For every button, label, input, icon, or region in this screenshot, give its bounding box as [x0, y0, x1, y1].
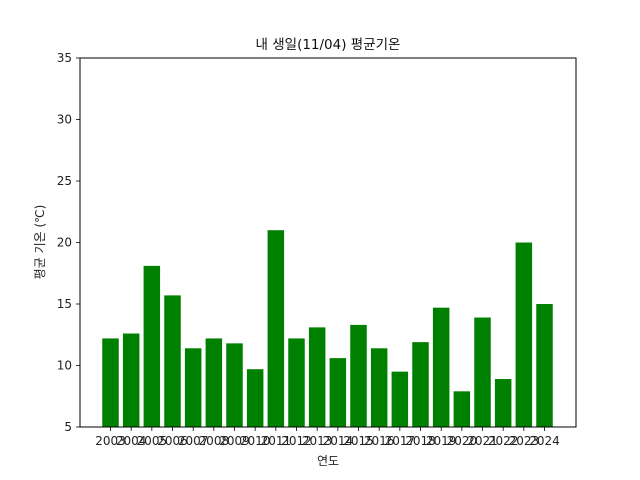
x-tick-label-2007: 2007	[178, 434, 209, 448]
x-tick-label-2008: 2008	[199, 434, 230, 448]
bar-2009	[226, 343, 243, 427]
x-tick-label-2023: 2023	[509, 434, 540, 448]
bar-2010	[246, 369, 264, 427]
x-tick-label-2015: 2015	[343, 434, 374, 448]
x-tick-label-2010: 2010	[240, 434, 271, 448]
x-axis-ticks: 2003200420052006200720082009201020112012…	[95, 427, 560, 448]
chart-title: 내 생일(11/04) 평균기온	[256, 37, 401, 53]
bar-2019	[432, 307, 450, 427]
x-tick-label-2004: 2004	[116, 434, 147, 448]
x-tick-label-2003: 2003	[95, 434, 126, 448]
y-tick-label-25: 25	[57, 174, 72, 188]
x-tick-label-2012: 2012	[281, 434, 312, 448]
x-tick-label-2022: 2022	[488, 434, 519, 448]
bar-2003	[102, 338, 119, 427]
x-tick-label-2014: 2014	[323, 434, 354, 448]
bar-2022	[494, 379, 512, 427]
bars-group	[102, 230, 553, 427]
x-axis-title: 연도	[317, 454, 339, 468]
x-tick-label-2017: 2017	[385, 434, 416, 448]
bar-2023	[515, 242, 533, 427]
bar-2006	[164, 295, 181, 427]
bar-2016	[370, 348, 388, 427]
bar-2020	[453, 391, 471, 427]
x-tick-label-2005: 2005	[137, 434, 168, 448]
x-tick-label-2018: 2018	[405, 434, 436, 448]
bar-2024	[536, 304, 553, 427]
x-tick-label-2016: 2016	[364, 434, 395, 448]
bar-2021	[474, 317, 491, 427]
x-tick-label-2013: 2013	[302, 434, 333, 448]
x-tick-label-2006: 2006	[157, 434, 188, 448]
bar-2004	[122, 333, 140, 427]
bar-2013	[308, 327, 326, 427]
bar-2015	[350, 324, 367, 427]
bar-2012	[288, 338, 305, 427]
x-tick-label-2011: 2011	[261, 434, 292, 448]
plot-frame	[79, 57, 577, 428]
x-tick-label-2009: 2009	[219, 434, 250, 448]
x-tick-label-2021: 2021	[467, 434, 498, 448]
bar-2007	[184, 348, 202, 427]
y-axis-title: 평균 기온 (℃)	[33, 205, 47, 280]
bar-2017	[391, 371, 409, 427]
y-tick-label-35: 35	[57, 51, 72, 65]
x-tick-label-2024: 2024	[529, 434, 560, 448]
y-tick-label-15: 15	[57, 297, 72, 311]
y-tick-label-5: 5	[64, 420, 72, 434]
bar-2008	[205, 338, 223, 427]
bar-2011	[267, 230, 285, 427]
y-tick-label-30: 30	[57, 113, 72, 127]
bar-2018	[412, 342, 429, 427]
x-tick-label-2019: 2019	[426, 434, 457, 448]
y-tick-label-20: 20	[57, 236, 72, 250]
bar-2005	[143, 265, 161, 427]
bar-2014	[329, 358, 347, 427]
y-axis-ticks: 5 10 15 20 25 30 35	[57, 51, 80, 434]
x-tick-label-2020: 2020	[447, 434, 478, 448]
y-tick-label-10: 10	[57, 359, 72, 373]
